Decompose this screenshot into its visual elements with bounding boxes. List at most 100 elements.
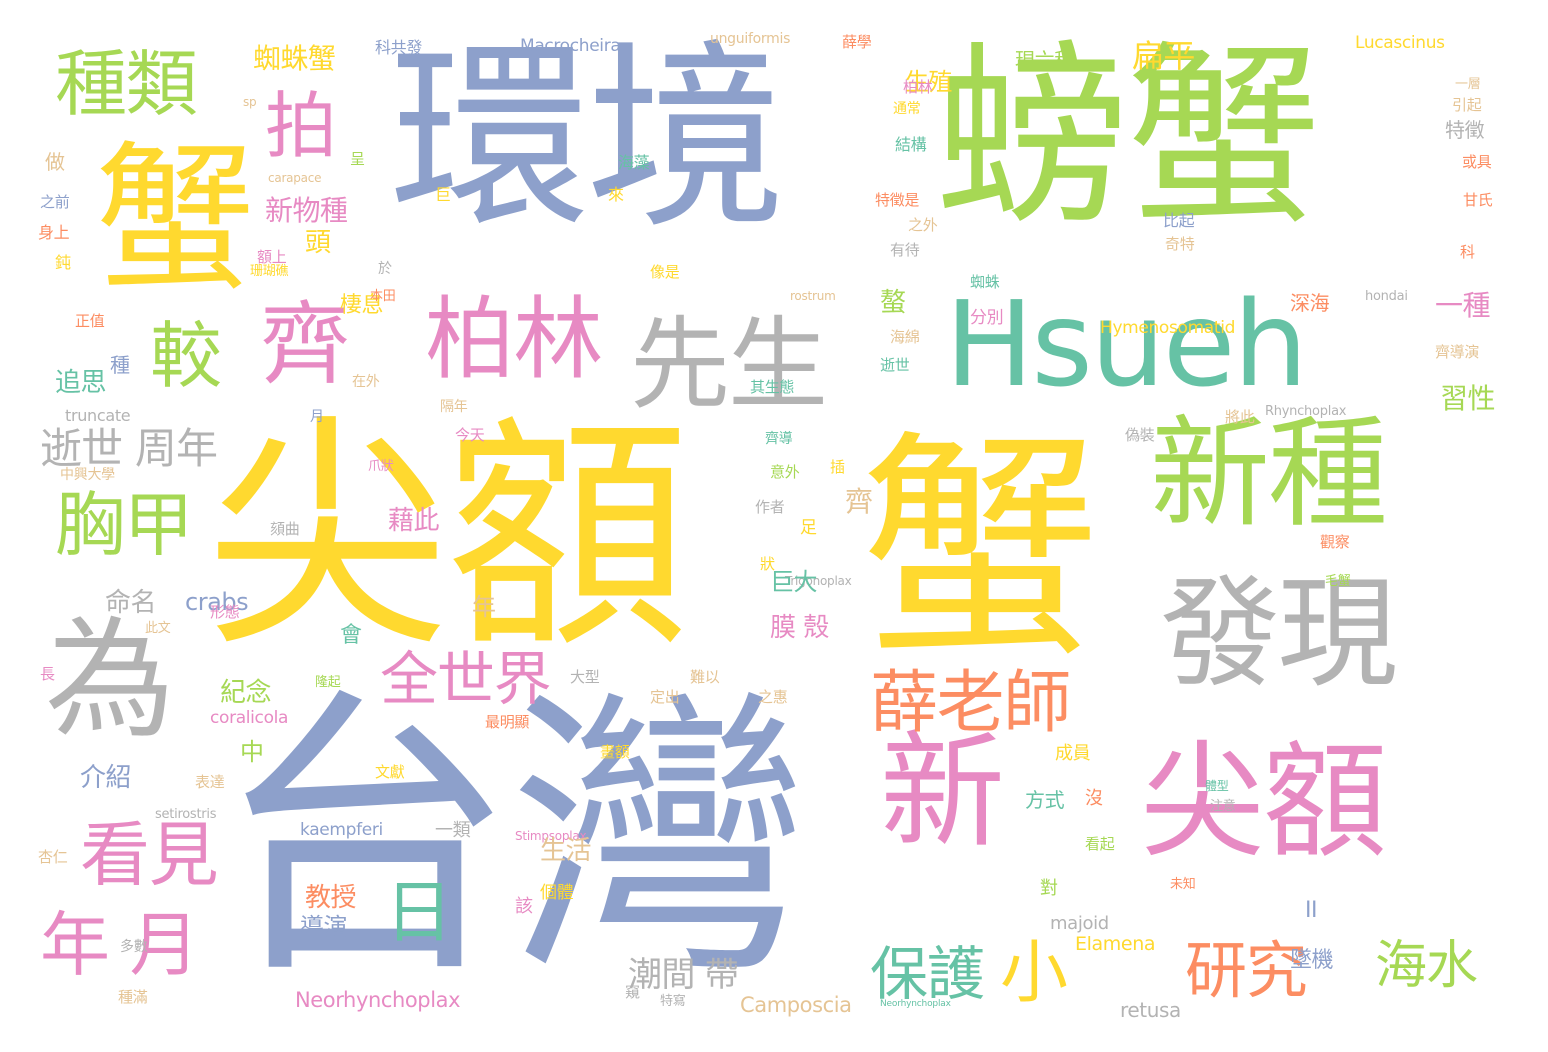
word-stimpsoplax: Stimpsoplax (515, 829, 587, 843)
word-jinian: 紀念 (220, 678, 271, 708)
word-jieshao: 介紹 (80, 763, 131, 793)
word-zhizhuxie: 蜘蛛蟹 (253, 42, 336, 75)
word-daoyan: 導演 (300, 913, 348, 941)
word-zuimingxian: 最明顯 (485, 713, 530, 731)
word-nanyi: 難以 (690, 668, 720, 686)
word-xie_left: 蟹 (95, 126, 255, 313)
word-zhihui: 之惠 (758, 688, 788, 706)
word-huanjing: 環境 (390, 23, 786, 256)
word-xixi: 棲息 (340, 293, 384, 318)
word-shenhai: 深海 (1290, 291, 1330, 315)
word-tejiao: 特寫 (660, 994, 686, 1009)
word-bolin: 柏林 (425, 287, 603, 392)
word-tezhengshi: 特徵是 (875, 191, 920, 209)
word-haishui: 海水 (1375, 936, 1478, 996)
word-xixing: 習性 (1440, 382, 1495, 415)
word-ii: II (1305, 898, 1318, 923)
word-zaiwai: 在外 (352, 374, 380, 390)
word-shengzhi: 生殖 (905, 68, 953, 96)
word-jiao: 較 (150, 314, 222, 398)
word-shanhujiao: 珊瑚礁 (250, 264, 289, 279)
word-nian: 年 (472, 593, 496, 621)
word-haizao: 海藻 (618, 153, 650, 172)
word-yiwai: 意外 (770, 463, 800, 481)
word-yizhong: 一種 (1435, 289, 1490, 322)
word-yu: 於 (378, 261, 392, 277)
word-weizhi: 未知 (1170, 877, 1196, 892)
word-huoju: 或具 (1462, 153, 1492, 171)
word-hui: 會 (340, 623, 362, 648)
word-jiaoshou: 教授 (305, 883, 356, 913)
word-nianyue: 年 月 (40, 904, 199, 986)
word-zhuang: 狀 (760, 555, 775, 573)
word-jieci: 藉此 (388, 506, 439, 536)
word-xinwuzhong: 新物種 (265, 194, 348, 227)
word-genian: 隔年 (440, 399, 468, 415)
word-zuo: 做 (45, 150, 65, 174)
word-xiongjia: 胸甲 (55, 484, 194, 566)
word-zhizhu: 蜘蛛 (970, 273, 1000, 291)
word-macrocheira: Macrocheira (520, 36, 621, 56)
word-majoid: majoid (1050, 913, 1109, 934)
word-guancha: 觀察 (1320, 533, 1350, 551)
word-elamena: Elamena (1075, 933, 1156, 955)
word-coralicola: coralicola (210, 708, 289, 728)
word-xinzhong: 新種 (1150, 405, 1388, 544)
word-weizhuang: 偽裝 (1125, 426, 1155, 444)
word-moke: 膜 殼 (770, 613, 829, 643)
word-trigonoplax: Trigonoplax (785, 574, 852, 588)
word-jiangci: 將此 (1225, 408, 1255, 426)
word-zhongxing: 中興大學 (60, 467, 115, 483)
word-zhong: 種 (110, 353, 130, 377)
word-crabs: crabs (185, 588, 249, 616)
word-faxian: 發現 (1160, 565, 1398, 704)
word-camposcia: Camposcia (740, 993, 852, 1017)
word-tongchang: 通常 (893, 101, 921, 117)
word-zhiqian: 之前 (40, 193, 70, 211)
word-wenxian: 文獻 (375, 763, 405, 781)
word-geqian: 頦曲 (270, 520, 300, 538)
word-youdai: 有待 (890, 241, 920, 259)
word-huae: 畫額 (600, 743, 630, 761)
word-jianedxie: 尖額 (205, 395, 690, 680)
word-zhuisi: 追思 (55, 368, 106, 398)
word-chaojiandai: 潮間 帶 (628, 955, 739, 995)
word-qi: 齊 (260, 292, 350, 397)
word-zhuazhuang: 爪狀 (368, 459, 394, 474)
word-shangjie: 額上 (257, 248, 287, 266)
word-biaoda: 表達 (195, 773, 225, 791)
word-qi2: 齊 (845, 485, 873, 518)
word-ke: 科 (1460, 243, 1475, 261)
word-cheng: 呈 (350, 150, 365, 168)
word-rhynchoplax: Rhynchoplax (1265, 404, 1347, 419)
word-fenbie: 分別 (970, 308, 1004, 328)
word-zhonglei: 種類 (55, 42, 198, 126)
word-kui: 窺 (625, 983, 640, 1001)
word-yiceng: 一層 (1455, 77, 1481, 92)
word-yilei: 一類 (435, 820, 471, 841)
word-getii: 個體 (540, 883, 574, 903)
word-hondai: hondai (1365, 289, 1408, 304)
word-qidao: 齊導 (765, 431, 793, 447)
word-xingtai: 形態 (210, 603, 240, 621)
word-ri: 日 (385, 874, 453, 953)
word-cijian: 此文 (145, 621, 171, 636)
word-zhengzhi: 正值 (75, 312, 105, 330)
word-zu: 足 (800, 518, 817, 538)
word-kanjian: 看見 (80, 814, 219, 896)
word-zhong2: 中 (240, 738, 264, 766)
word-rostrum: rostrum (790, 289, 836, 303)
word-maoxie: 毛蟹 (1325, 574, 1351, 589)
word-taiwan: 台灣 (215, 665, 809, 1014)
word-duoshu: 多數 (120, 939, 148, 955)
word-bolin2: 柏林 (903, 78, 933, 96)
word-neorhyncho: Neorhynchoplax (295, 988, 461, 1012)
word-haimian: 海綿 (890, 328, 920, 346)
word-sp: sp (243, 95, 257, 109)
word-truncate: truncate (65, 406, 131, 425)
word-bianping: 扁平 (1132, 37, 1195, 75)
word-tou: 頭 (305, 228, 331, 258)
word-jujia: 巨大 (770, 568, 818, 596)
word-longqi: 隆起 (315, 675, 341, 690)
word-pai: 拍 (265, 84, 337, 168)
